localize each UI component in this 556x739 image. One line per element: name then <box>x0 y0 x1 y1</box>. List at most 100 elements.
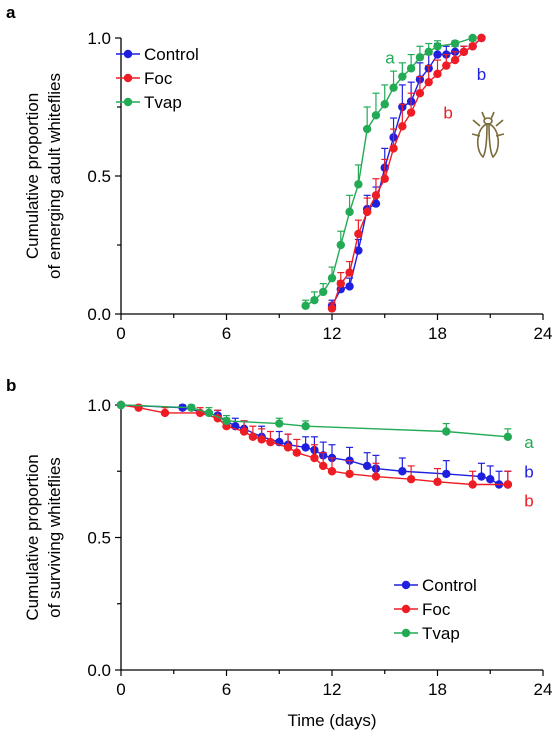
y-axis-label: Cumulative proportion <box>23 93 42 259</box>
series-foc <box>327 33 486 313</box>
data-point-foc <box>468 42 477 51</box>
data-point-foc <box>389 144 398 153</box>
data-point-tvap <box>275 419 284 428</box>
data-point-foc <box>160 408 170 418</box>
legend-label: Control <box>144 45 199 64</box>
data-point-tvap <box>301 301 310 310</box>
data-point-tvap <box>398 72 407 81</box>
data-point-tvap <box>380 100 389 109</box>
data-point-foc <box>336 279 345 288</box>
panel-letter-a: a <box>6 3 16 22</box>
data-point-foc <box>415 89 425 98</box>
data-point-tvap <box>327 273 337 283</box>
data-point-foc <box>354 229 363 239</box>
legend-marker <box>401 604 411 614</box>
significance-letter: b <box>524 491 533 510</box>
data-point-control <box>433 50 442 59</box>
data-point-tvap <box>204 408 214 418</box>
y-tick-label: 1.0 <box>87 396 111 415</box>
legend: Control Foc Tvap <box>394 576 477 643</box>
data-point-foc <box>477 33 486 43</box>
x-tick-label: 6 <box>222 680 231 699</box>
y-axis-label: of emerging adult whiteflies <box>45 73 64 279</box>
x-axis-label: Time (days) <box>287 711 376 730</box>
data-point-control <box>345 282 354 291</box>
data-point-tvap <box>503 432 513 441</box>
data-point-foc <box>345 268 354 277</box>
data-point-foc <box>327 467 337 476</box>
x-tick-label: 12 <box>323 680 342 699</box>
data-point-foc <box>257 435 266 444</box>
data-point-control <box>442 469 451 479</box>
data-point-control <box>371 199 381 208</box>
data-point-tvap <box>450 39 460 48</box>
data-point-foc <box>424 77 433 87</box>
data-point-tvap <box>222 416 231 426</box>
data-point-tvap <box>336 240 345 250</box>
data-point-tvap <box>187 403 196 412</box>
series-tvap <box>301 33 477 310</box>
significance-letter: b <box>524 462 533 481</box>
x-tick-label: 24 <box>534 680 553 699</box>
data-point-foc <box>248 432 258 441</box>
y-tick-label: 0.5 <box>87 529 111 548</box>
legend-label: Foc <box>422 600 451 619</box>
legend-label: Control <box>422 576 477 595</box>
x-tick-label: 0 <box>116 680 125 699</box>
legend-label: Foc <box>144 69 173 88</box>
legend-marker <box>401 580 411 590</box>
x-tick-label: 18 <box>428 680 447 699</box>
data-point-tvap <box>468 33 477 43</box>
data-point-tvap <box>406 64 416 73</box>
x-tick-label: 18 <box>428 324 447 343</box>
y-axis-label: Cumulative proportion <box>23 454 42 620</box>
significance-letter: a <box>524 433 534 452</box>
data-point-tvap <box>389 83 398 92</box>
data-point-tvap <box>442 427 451 436</box>
data-point-foc <box>442 61 451 70</box>
series-line-tvap <box>305 37 473 307</box>
data-point-tvap <box>433 42 442 51</box>
data-point-tvap <box>415 53 425 62</box>
data-point-control <box>477 472 486 481</box>
data-point-control <box>362 461 372 471</box>
data-point-foc <box>406 108 416 117</box>
data-point-control <box>301 443 310 452</box>
data-point-tvap <box>301 422 310 431</box>
data-point-foc <box>468 480 477 489</box>
panel-letter-b: b <box>6 376 16 395</box>
data-point-foc <box>310 453 319 463</box>
data-point-foc <box>239 427 249 436</box>
data-point-foc <box>345 469 354 479</box>
whitefly-icon <box>471 111 505 159</box>
data-point-foc <box>319 461 328 471</box>
series-line-control <box>331 37 482 307</box>
y-tick-label: 0.0 <box>87 661 111 680</box>
legend-marker <box>123 73 133 83</box>
data-point-control <box>354 246 363 255</box>
legend-marker <box>401 628 411 638</box>
legend: Control Foc Tvap <box>116 45 199 112</box>
data-point-foc <box>398 122 407 131</box>
series-control <box>327 33 486 310</box>
data-point-foc <box>266 437 275 447</box>
data-point-tvap <box>310 296 319 305</box>
data-point-foc <box>503 480 513 489</box>
data-point-foc <box>134 403 143 412</box>
legend-label: Tvap <box>422 624 460 643</box>
series-foc <box>116 400 513 489</box>
data-point-control <box>398 467 407 476</box>
data-point-foc <box>433 69 442 79</box>
x-tick-label: 12 <box>323 324 342 343</box>
y-tick-label: 0.0 <box>87 305 111 324</box>
data-point-tvap <box>362 124 372 134</box>
y-tick-label: 1.0 <box>87 29 111 48</box>
data-point-foc <box>371 191 381 200</box>
data-point-tvap <box>116 400 126 410</box>
panel-a-chart: 0 6 12 18 24 0.0 0.5 1.0 Cumulative proportion of… <box>23 29 552 343</box>
significance-letter: b <box>443 104 452 123</box>
data-point-foc <box>362 207 372 217</box>
y-axis-label: of surviving whiteflies <box>45 457 64 618</box>
data-point-tvap <box>424 47 433 56</box>
data-point-tvap <box>345 207 354 217</box>
